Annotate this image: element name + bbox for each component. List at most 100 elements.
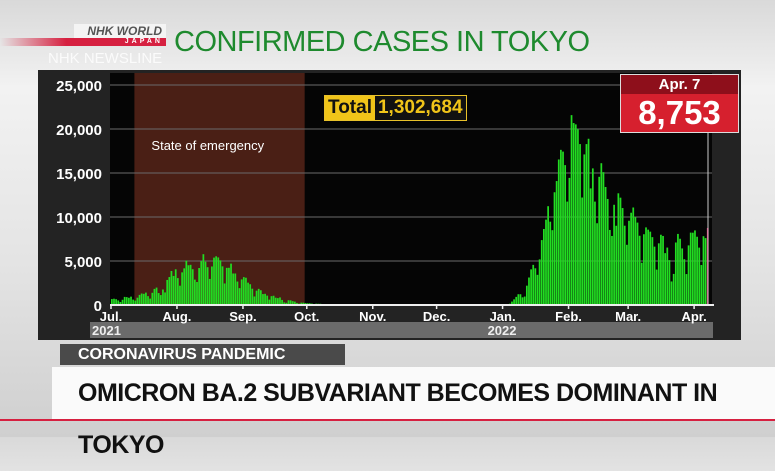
bar xyxy=(258,289,260,305)
x-tick-label: Feb. xyxy=(555,309,582,324)
bar xyxy=(226,268,228,305)
y-tick-label: 20,000 xyxy=(56,122,102,139)
bar xyxy=(558,159,560,305)
headline: OMICRON BA.2 SUBVARIANT BECOMES DOMINANT… xyxy=(52,367,775,419)
bar xyxy=(671,281,673,305)
bar xyxy=(128,298,130,305)
emergency-label: State of emergency xyxy=(151,138,264,153)
bar xyxy=(530,269,532,305)
bar xyxy=(173,276,175,305)
bar xyxy=(234,273,236,305)
bar xyxy=(515,297,517,305)
bar xyxy=(609,230,611,305)
latest-value: 8,753 xyxy=(621,94,738,132)
bar xyxy=(213,258,215,305)
bar xyxy=(528,278,530,305)
bar xyxy=(637,223,639,305)
y-tick-label: 5,000 xyxy=(64,254,102,271)
bar xyxy=(181,272,183,305)
bar xyxy=(166,280,168,305)
bar xyxy=(696,237,698,305)
bar xyxy=(279,297,281,305)
bar xyxy=(139,295,141,305)
bar xyxy=(562,152,564,305)
bar xyxy=(660,235,662,305)
x-tick-label: Oct. xyxy=(294,309,319,324)
bar xyxy=(151,293,153,305)
bar xyxy=(171,271,173,305)
bar xyxy=(147,296,149,305)
bar xyxy=(577,129,579,305)
bar xyxy=(156,288,158,305)
bar xyxy=(666,248,668,305)
bar xyxy=(647,230,649,305)
bar xyxy=(645,227,647,305)
bar xyxy=(158,293,160,305)
bar xyxy=(188,265,190,305)
bar xyxy=(688,245,690,305)
bar xyxy=(275,298,277,305)
bar xyxy=(220,260,222,305)
bar xyxy=(154,289,156,305)
bar xyxy=(534,268,536,305)
year-strip xyxy=(90,322,713,338)
bar xyxy=(207,267,209,305)
bar xyxy=(200,261,202,305)
bar xyxy=(239,288,241,305)
bar xyxy=(622,208,624,305)
bar xyxy=(209,279,211,305)
bar xyxy=(600,163,602,305)
bar xyxy=(205,262,207,305)
bar xyxy=(245,278,247,305)
bar xyxy=(598,177,600,305)
bar xyxy=(217,257,219,305)
bar xyxy=(698,248,700,305)
bar xyxy=(611,236,613,305)
bar xyxy=(251,289,253,305)
bar xyxy=(626,245,628,305)
bar xyxy=(211,266,213,305)
bar xyxy=(160,295,162,305)
bar xyxy=(520,294,522,305)
bar xyxy=(224,283,226,305)
bar xyxy=(126,297,128,305)
latest-date: Apr. 7 xyxy=(621,75,738,94)
bar xyxy=(192,269,194,305)
bar xyxy=(145,293,147,305)
bar xyxy=(517,294,519,305)
bar xyxy=(277,298,279,305)
x-tick-label: Jan. xyxy=(490,309,516,324)
bar xyxy=(639,236,641,305)
bar xyxy=(532,265,534,305)
y-tick-label: 15,000 xyxy=(56,166,102,183)
bar xyxy=(581,198,583,305)
x-tick-label: Jul. xyxy=(100,309,122,324)
bar xyxy=(683,259,685,305)
bar xyxy=(700,265,702,305)
bar xyxy=(266,296,268,305)
bar xyxy=(137,298,139,305)
bar xyxy=(658,243,660,305)
bar xyxy=(232,273,234,305)
x-tick-label: Dec. xyxy=(423,309,450,324)
bar xyxy=(605,187,607,305)
topic-label: CORONAVIRUS PANDEMIC xyxy=(60,344,345,365)
bar xyxy=(571,115,573,305)
bar xyxy=(569,178,571,305)
bar xyxy=(573,123,575,305)
bar xyxy=(656,270,658,305)
bar xyxy=(630,213,632,305)
bar xyxy=(228,268,230,305)
bar xyxy=(196,282,198,305)
bar xyxy=(179,286,181,305)
bar xyxy=(215,256,217,305)
bar xyxy=(673,274,675,305)
bar xyxy=(590,188,592,305)
bar xyxy=(594,202,596,305)
bar xyxy=(613,205,615,305)
x-tick-label: Nov. xyxy=(359,309,386,324)
bar xyxy=(575,124,577,305)
bar xyxy=(141,293,143,305)
bar xyxy=(203,254,205,305)
total-box: Total 1,302,684 xyxy=(324,95,467,121)
